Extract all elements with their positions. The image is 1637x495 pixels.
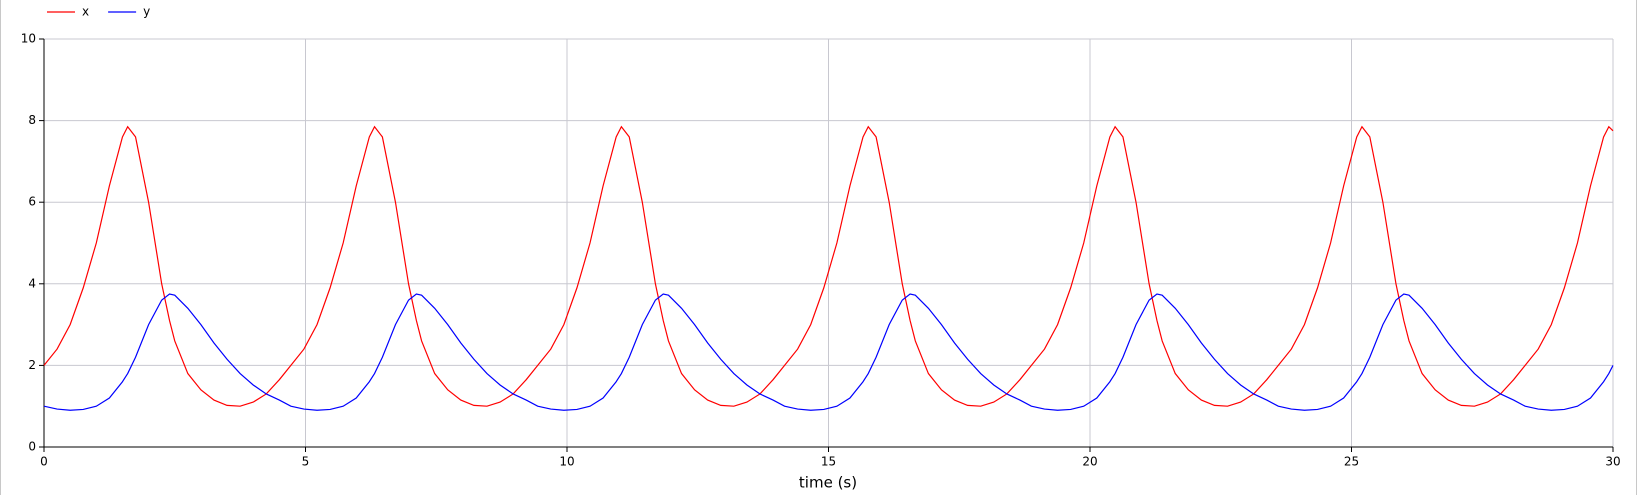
y-tick-label: 6: [28, 195, 36, 209]
x-tick-label: 0: [40, 455, 48, 469]
y-tick-label: 4: [28, 276, 36, 290]
x-tick-label: 20: [1082, 455, 1097, 469]
x-tick-label: 5: [302, 455, 310, 469]
series-line: [43, 293, 1614, 411]
x-tick-label: 25: [1344, 455, 1359, 469]
x-tick-label: 10: [559, 455, 574, 469]
y-tick-label: 8: [28, 113, 36, 127]
legend-label: x: [82, 5, 89, 19]
y-tick-label: 0: [28, 440, 36, 454]
series-line: [43, 125, 1614, 407]
y-tick-label: 10: [21, 32, 36, 46]
x-tick-label: 30: [1605, 455, 1620, 469]
y-tick-label: 2: [28, 358, 36, 372]
legend-label: y: [143, 5, 150, 19]
x-axis-title: time (s): [799, 474, 857, 492]
x-tick-label: 15: [821, 455, 836, 469]
